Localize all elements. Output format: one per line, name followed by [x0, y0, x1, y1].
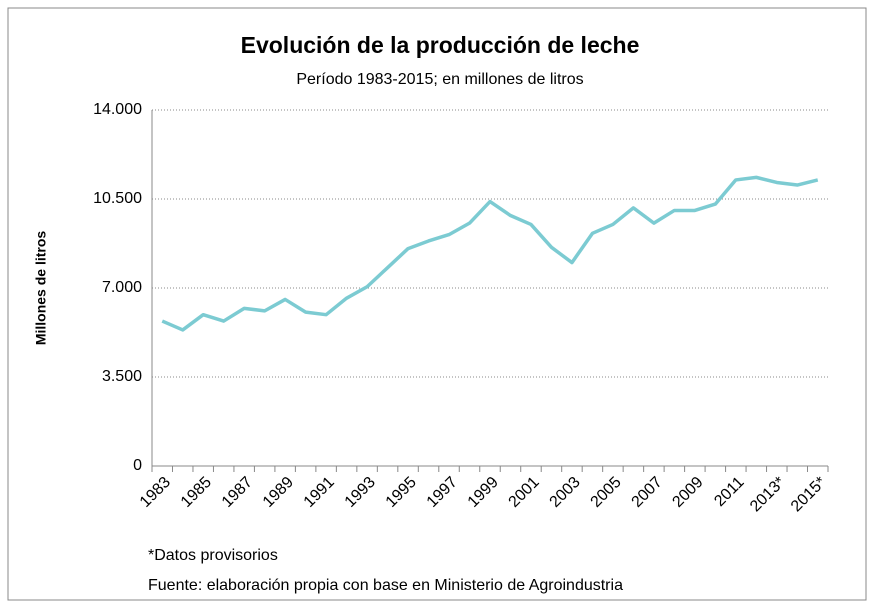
- y-tick-label: 14.000: [93, 101, 142, 118]
- footnote: *Datos provisorios: [148, 547, 278, 564]
- chart-border: [7, 7, 867, 601]
- y-tick-label: 7.000: [102, 279, 142, 296]
- y-tick-label: 3.500: [102, 368, 142, 385]
- y-axis-label: Millones de litros: [33, 231, 49, 346]
- chart-subtitle: Período 1983-2015; en millones de litros: [296, 71, 583, 88]
- y-tick-label: 10.500: [93, 190, 142, 207]
- source-note: Fuente: elaboración propia con base en M…: [148, 577, 623, 594]
- y-tick-label: 0: [133, 457, 142, 474]
- line-series: [161, 175, 819, 332]
- chart-title: Evolución de la producción de leche: [241, 32, 640, 58]
